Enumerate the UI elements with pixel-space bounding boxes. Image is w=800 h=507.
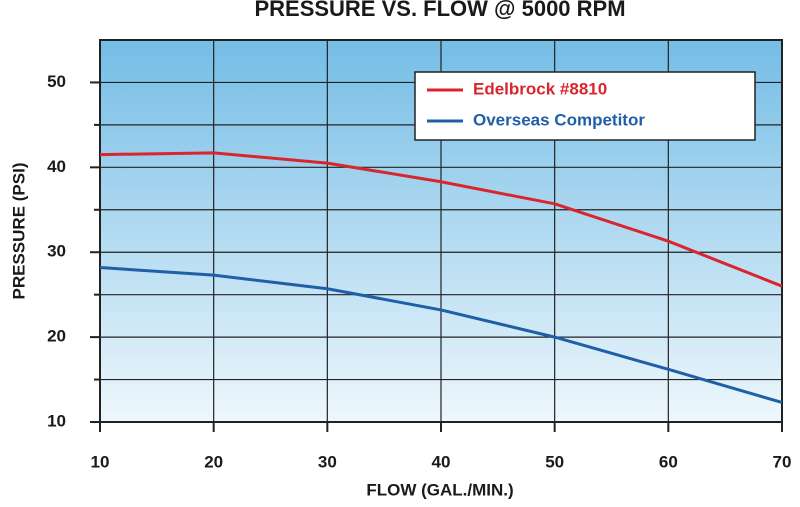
plot-border: [99, 39, 783, 423]
x-tick-label: 40: [432, 452, 451, 471]
y-tick-label: 30: [47, 242, 66, 261]
x-tick-label: 30: [318, 452, 337, 471]
chart-title: PRESSURE VS. FLOW @ 5000 RPM: [254, 0, 625, 21]
x-tick-label: 60: [659, 452, 678, 471]
x-tick-label: 70: [773, 452, 792, 471]
y-tick-label: 20: [47, 327, 66, 346]
series-line: [99, 151, 783, 288]
y-axis-label: PRESSURE (PSI): [9, 163, 28, 300]
y-tick-label: 10: [47, 411, 66, 430]
x-tick-label: 20: [204, 452, 223, 471]
legend-label: Edelbrock #8810: [473, 79, 607, 98]
series-line: [99, 266, 783, 404]
y-tick-label: 50: [47, 72, 66, 91]
legend-label: Overseas Competitor: [473, 110, 645, 129]
legend-box: [414, 71, 756, 141]
x-tick-label: 10: [91, 452, 110, 471]
y-tick-label: 40: [47, 157, 66, 176]
x-tick-label: 50: [545, 452, 564, 471]
x-axis-label: FLOW (GAL./MIN.): [366, 480, 513, 499]
